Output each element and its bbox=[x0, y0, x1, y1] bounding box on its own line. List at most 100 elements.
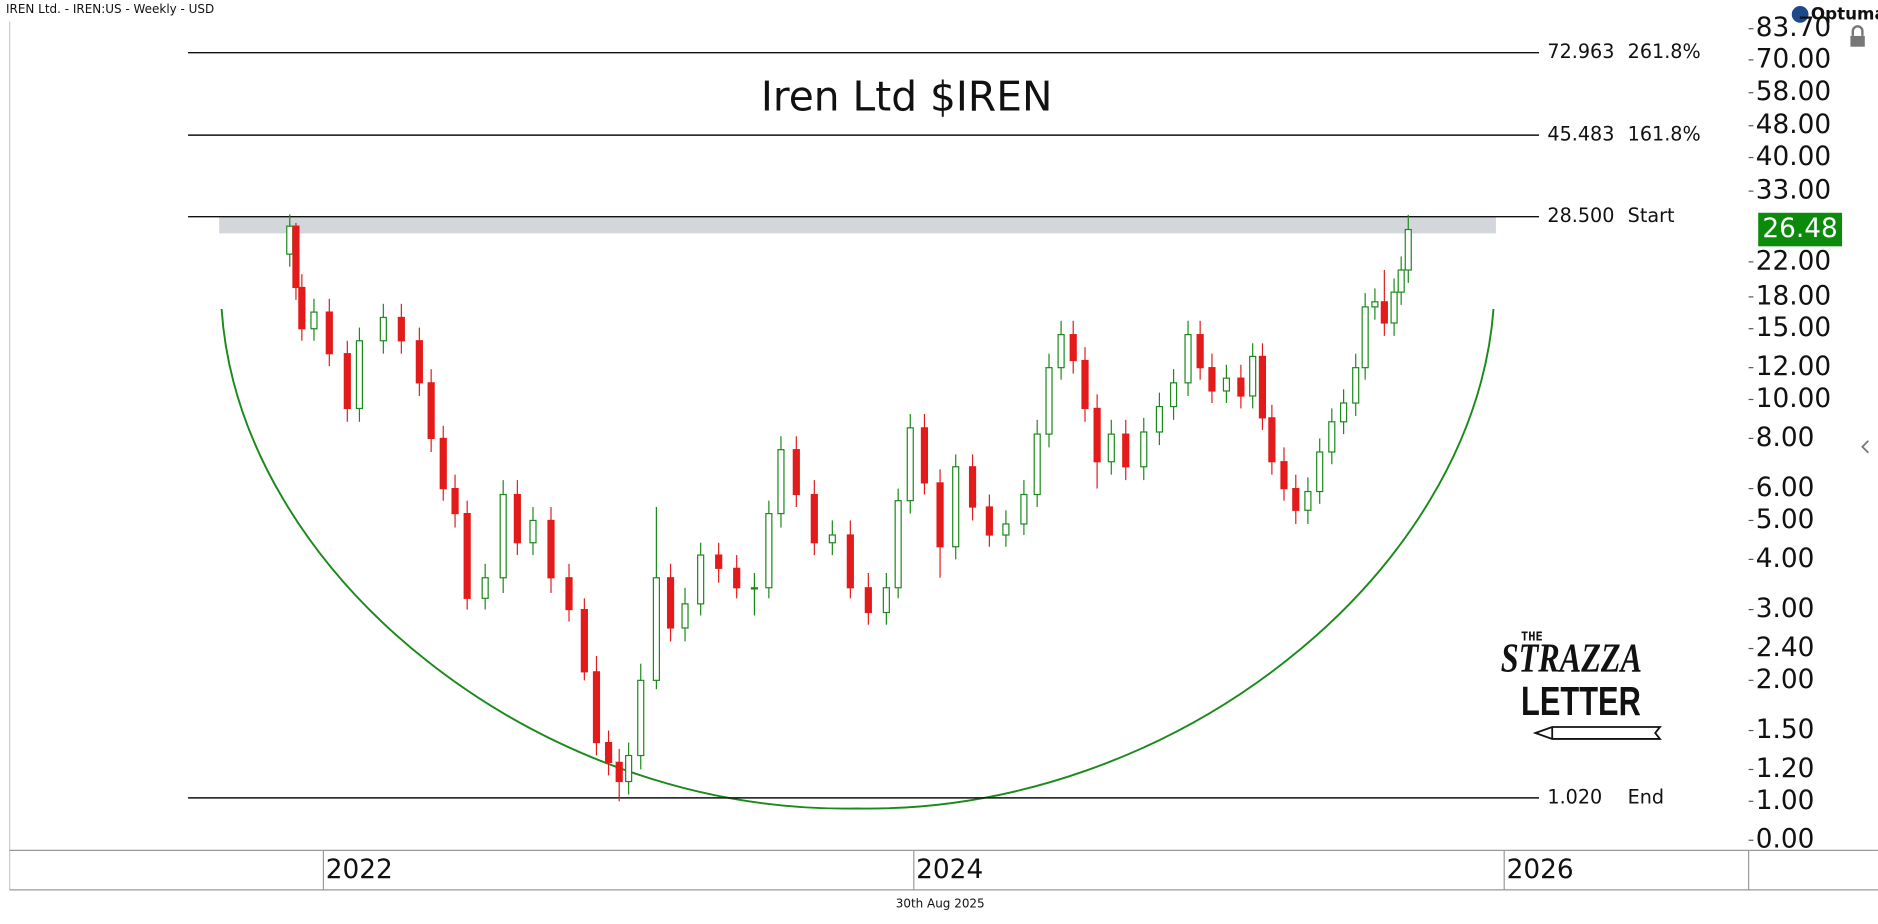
y-tick-label: 48.00 bbox=[1756, 110, 1831, 140]
candle-body bbox=[592, 671, 601, 744]
candle-body bbox=[936, 482, 944, 548]
candle-body bbox=[565, 577, 573, 611]
candle-body bbox=[1057, 334, 1065, 369]
x-tick-label: 2022 bbox=[326, 855, 393, 885]
candle-body bbox=[499, 493, 507, 579]
candle-body bbox=[1093, 407, 1101, 463]
candle-body bbox=[1316, 451, 1324, 493]
candle-body bbox=[1184, 334, 1192, 384]
candle-body bbox=[1397, 269, 1405, 293]
candle-body bbox=[379, 316, 387, 342]
candle-body bbox=[1268, 417, 1276, 463]
collapse-arrow[interactable] bbox=[1861, 440, 1870, 454]
lock-icon[interactable] bbox=[1850, 25, 1865, 47]
cup-curve bbox=[220, 308, 1495, 810]
candle-body bbox=[1361, 306, 1369, 369]
header: IREN Ltd. - IREN:US - Weekly - USD bbox=[6, 2, 214, 16]
footer: 30th Aug 2025 bbox=[896, 897, 985, 911]
x-tick-label: 2024 bbox=[916, 855, 983, 885]
candle-body bbox=[427, 382, 435, 440]
candle-body bbox=[697, 554, 705, 605]
candle-body bbox=[681, 603, 689, 629]
logo-line1: STRAZZA bbox=[1501, 636, 1642, 681]
candle-body bbox=[846, 534, 854, 589]
y-tick-label: 1.20 bbox=[1756, 754, 1815, 784]
candle-body bbox=[1069, 334, 1077, 362]
level-name: Start bbox=[1628, 204, 1675, 227]
y-tick-label: 83.70 bbox=[1756, 13, 1831, 43]
candle-body bbox=[792, 449, 800, 496]
candle-body bbox=[310, 311, 318, 330]
y-tick-label: 8.00 bbox=[1756, 423, 1815, 453]
level-value: 72.963 bbox=[1547, 40, 1614, 63]
y-tick-label: 5.00 bbox=[1756, 505, 1815, 535]
candle-body bbox=[906, 427, 914, 502]
logo-pen bbox=[1532, 726, 1662, 740]
candle-body bbox=[1002, 523, 1010, 536]
candle-body bbox=[1155, 406, 1164, 433]
candle-body bbox=[1380, 301, 1388, 324]
candle-body bbox=[968, 466, 977, 508]
candle-body bbox=[1328, 421, 1336, 453]
brand-name: Optuma bbox=[1811, 3, 1878, 23]
candle-body bbox=[325, 311, 333, 355]
candle-body bbox=[451, 488, 459, 515]
candle-body bbox=[298, 286, 306, 330]
candle-body bbox=[920, 427, 929, 484]
y-tick-label: 1.00 bbox=[1756, 786, 1815, 816]
candle-body bbox=[750, 587, 758, 590]
candle-body bbox=[1122, 433, 1130, 468]
candle-body bbox=[733, 567, 741, 589]
candle-body bbox=[715, 554, 723, 569]
candle-body bbox=[415, 340, 423, 384]
candle-body bbox=[864, 587, 872, 614]
y-tick-label: 2.40 bbox=[1756, 633, 1815, 663]
y-tick-label: 18.00 bbox=[1756, 281, 1831, 311]
candle-body bbox=[1045, 367, 1053, 435]
candle-body bbox=[777, 449, 785, 515]
y-tick-label: 6.00 bbox=[1756, 473, 1815, 503]
candle-body bbox=[1340, 402, 1348, 423]
x-tick-label: 2026 bbox=[1507, 855, 1574, 885]
y-tick-label: 3.00 bbox=[1756, 594, 1815, 624]
brand-icon bbox=[1791, 5, 1809, 23]
candle-body bbox=[894, 500, 902, 589]
y-tick-label: 1.50 bbox=[1756, 715, 1815, 745]
candle-body bbox=[439, 437, 447, 490]
y-tick-label: 0.00 bbox=[1756, 825, 1815, 855]
y-tick-label: 40.00 bbox=[1756, 142, 1831, 172]
candle-body bbox=[1352, 367, 1360, 404]
candle-body bbox=[652, 577, 660, 681]
candle-body bbox=[286, 225, 294, 255]
candle-body bbox=[580, 608, 588, 673]
candle-body bbox=[1107, 433, 1115, 463]
logo-line2: LETTER bbox=[1521, 678, 1641, 724]
candle-body bbox=[952, 466, 960, 548]
candle-body bbox=[463, 512, 471, 599]
candle-body bbox=[1140, 431, 1148, 468]
chart-title: Iren Ltd $IREN bbox=[761, 72, 1053, 120]
candle-body bbox=[513, 493, 521, 544]
logo-small: THE bbox=[1521, 630, 1543, 644]
optuma-brand: Optuma bbox=[1791, 3, 1878, 23]
resistance-zone bbox=[219, 216, 1496, 234]
candle-body bbox=[615, 761, 623, 783]
candle-body bbox=[625, 754, 633, 783]
y-tick-label: 10.00 bbox=[1756, 384, 1831, 414]
level-name: End bbox=[1628, 785, 1664, 808]
candle-body bbox=[1196, 334, 1204, 369]
candle-body bbox=[1208, 367, 1216, 392]
y-tick-label: 12.00 bbox=[1756, 352, 1831, 382]
y-tick-label: 58.00 bbox=[1756, 77, 1831, 107]
lock-shackle bbox=[1851, 25, 1864, 36]
lock-body bbox=[1850, 35, 1865, 47]
candle-body bbox=[1033, 433, 1041, 496]
candle-body bbox=[397, 316, 405, 342]
y-tick-label: 4.00 bbox=[1756, 544, 1815, 574]
level-name: 161.8% bbox=[1628, 123, 1701, 146]
strazza-logo: THE STRAZZA LETTER bbox=[1501, 630, 1662, 740]
candle-body bbox=[529, 519, 537, 544]
y-tick-label: 15.00 bbox=[1756, 313, 1831, 343]
candle-body bbox=[343, 353, 351, 410]
